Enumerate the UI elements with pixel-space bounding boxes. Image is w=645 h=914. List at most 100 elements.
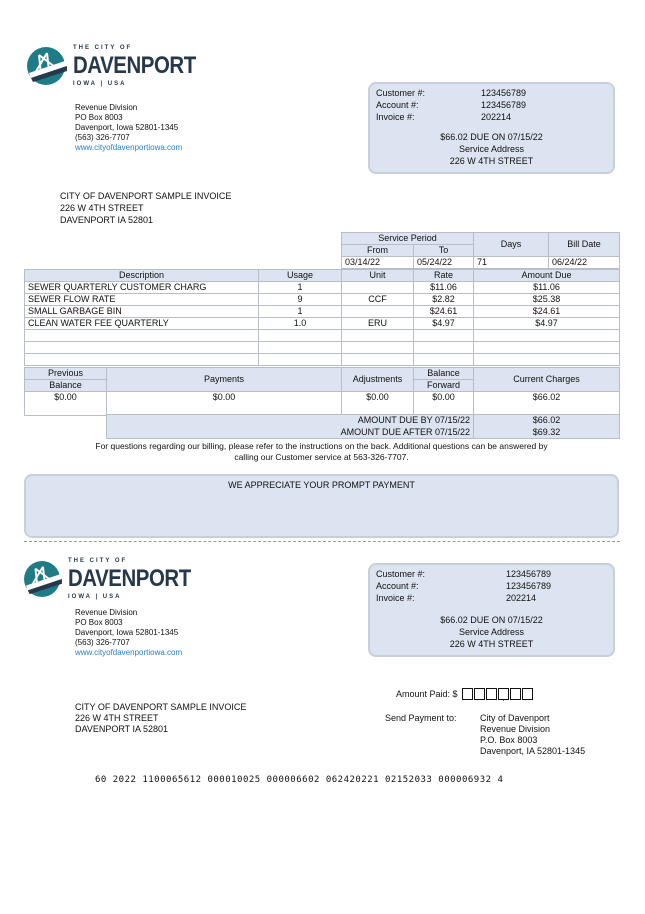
cell-description: CLEAN WATER FEE QUARTERLY <box>24 317 259 330</box>
invoice-label: Invoice #: <box>376 112 415 122</box>
cell-rate: $4.97 <box>413 317 474 330</box>
service-address: 226 W 4TH STREET <box>449 639 534 649</box>
cell-unit <box>341 281 414 294</box>
header-usage: Usage <box>258 269 342 282</box>
table-row: CLEAN WATER FEE QUARTERLY 1.0 ERU $4.97 $4.9… <box>24 317 620 330</box>
logo-name: DAVENPORT <box>68 565 191 592</box>
cell-usage: 1.0 <box>258 317 342 330</box>
amount-due-by-label: AMOUNT DUE BY 07/15/22 <box>106 414 474 427</box>
service-period-header: Service Period <box>341 232 474 245</box>
logo-top-text: THE CITY OF <box>73 45 133 51</box>
remit-line: City of Davenport <box>480 713 550 723</box>
account-label: Account #: <box>376 100 419 110</box>
bridge-logo-icon <box>27 47 67 85</box>
remit-line: Revenue Division <box>480 724 551 734</box>
logo-bottom-text: IOWA | USA <box>68 594 122 600</box>
sender-line: Revenue Division <box>75 608 138 617</box>
to-date: 05/24/22 <box>413 256 474 269</box>
invoice-number: 202214 <box>481 112 512 122</box>
logo-top-text: THE CITY OF <box>68 558 128 564</box>
micr-scanline: 60 2022 1100065612 000010025 000006602 0… <box>95 775 504 785</box>
cell-description: SEWER QUARTERLY CUSTOMER CHARG <box>24 281 259 294</box>
customer-label: Customer #: <box>376 569 426 579</box>
cell-rate: $2.82 <box>413 293 474 306</box>
recipient-line: 226 W 4TH STREET <box>75 713 159 723</box>
sender-line: PO Box 8003 <box>75 113 123 122</box>
sender-phone: (563) 326-7707 <box>75 133 130 142</box>
sender-line: Davenport, Iowa 52801-1345 <box>75 123 179 132</box>
account-summary-box: Customer #: 123456789 Account #: 123456789… <box>368 82 615 174</box>
cell-unit: CCF <box>341 293 414 306</box>
note-line: calling our Customer service at 563-326-… <box>234 452 409 462</box>
sender-address: Revenue Division PO Box 8003 Davenport, … <box>75 103 182 153</box>
service-address-label: Service Address <box>458 144 525 154</box>
customer-number: 123456789 <box>481 88 527 98</box>
amount-due-after: $69.32 <box>473 426 620 439</box>
remit-address: City of Davenport Revenue Division P.O. … <box>480 713 585 757</box>
balance-table: Previous Payments Adjustments Balance Curren… <box>24 367 620 416</box>
cell-rate: $24.61 <box>413 305 474 318</box>
table-row: SEWER QUARTERLY CUSTOMER CHARG 1 $11.06 $11… <box>24 281 620 294</box>
bill-date: 06/24/22 <box>548 256 620 269</box>
table-row: SMALL GARBAGE BIN 1 $24.61 $24.61 <box>24 305 620 318</box>
sender-line: Revenue Division <box>75 103 138 112</box>
website-link[interactable]: www.cityofdavenportiowa.com <box>75 648 183 657</box>
sender-address-stub: Revenue Division PO Box 8003 Davenport, … <box>75 608 182 658</box>
totals-table: AMOUNT DUE BY 07/15/22 $66.02 AMOUNT DUE … <box>106 414 620 439</box>
city-logo: THE CITY OF DAVENPORT IOWA | USA <box>25 44 217 88</box>
days-header: Days <box>473 232 549 257</box>
cell-usage: 1 <box>258 281 342 294</box>
header-unit: Unit <box>341 269 414 282</box>
cell-usage: 1 <box>258 305 342 318</box>
logo-name: DAVENPORT <box>73 52 196 79</box>
cell-unit: ERU <box>341 317 414 330</box>
items-header-row: Description Usage Unit Rate Amount Due <box>24 269 620 282</box>
balance-forward-header: Balance <box>413 367 474 380</box>
sender-line: Davenport, Iowa 52801-1345 <box>75 628 179 637</box>
balance-forward-header-2: Forward <box>413 379 474 392</box>
header-description: Description <box>24 269 259 282</box>
previous-balance-value: $0.00 <box>24 391 107 416</box>
cell-amount: $11.06 <box>473 281 620 294</box>
sender-phone: (563) 326-7707 <box>75 638 130 647</box>
cell-description: SEWER FLOW RATE <box>24 293 259 306</box>
bill-date-header: Bill Date <box>548 232 620 257</box>
adjustments-header: Adjustments <box>341 367 414 392</box>
due-line: $66.02 DUE ON 07/15/22 <box>440 615 543 625</box>
cell-unit <box>341 305 414 318</box>
recipient-line: DAVENPORT IA 52801 <box>75 724 169 734</box>
amount-due-after-label: AMOUNT DUE AFTER 07/15/22 <box>106 426 474 439</box>
message-text: WE APPRECIATE YOUR PROMPT PAYMENT <box>228 480 415 490</box>
cell-usage: 9 <box>258 293 342 306</box>
recipient-address-stub: CITY OF DAVENPORT SAMPLE INVOICE 226 W 4… <box>75 702 246 735</box>
service-address-label: Service Address <box>458 627 525 637</box>
cell-amount: $25.38 <box>473 293 620 306</box>
amount-paid-input[interactable]: . <box>461 688 534 703</box>
payments-value: $0.00 <box>106 391 342 416</box>
from-date: 03/14/22 <box>341 256 414 269</box>
account-summary-box-stub: Customer #: 123456789 Account #: 123456789… <box>368 563 615 657</box>
website-link[interactable]: www.cityofdavenportiowa.com <box>75 143 183 152</box>
city-logo-stub: THE CITY OF DAVENPORT IOWA | USA <box>22 557 212 601</box>
send-payment-label: Send Payment to: <box>385 713 457 723</box>
cell-rate: $11.06 <box>413 281 474 294</box>
amount-due-by: $66.02 <box>473 414 620 427</box>
recipient-line: CITY OF DAVENPORT SAMPLE INVOICE <box>60 191 232 201</box>
header-amount-due: Amount Due <box>473 269 620 282</box>
remit-line: P.O. Box 8003 <box>480 735 538 745</box>
previous-balance-header-2: Balance <box>24 379 107 392</box>
bridge-logo-icon <box>24 561 62 597</box>
cell-amount: $24.61 <box>473 305 620 318</box>
account-label: Account #: <box>376 581 419 591</box>
current-charges-header: Current Charges <box>473 367 620 392</box>
previous-balance-header: Previous <box>24 367 107 380</box>
cell-description: SMALL GARBAGE BIN <box>24 305 259 318</box>
recipient-line: DAVENPORT IA 52801 <box>60 215 154 225</box>
recipient-line: CITY OF DAVENPORT SAMPLE INVOICE <box>75 702 247 712</box>
sender-line: PO Box 8003 <box>75 618 123 627</box>
cell-amount: $4.97 <box>473 317 620 330</box>
service-period-table: Service Period Days Bill Date From To 03/14… <box>341 232 620 269</box>
empty-row <box>24 341 620 354</box>
header-rate: Rate <box>413 269 474 282</box>
note-line: For questions regarding our billing, ple… <box>95 441 548 451</box>
